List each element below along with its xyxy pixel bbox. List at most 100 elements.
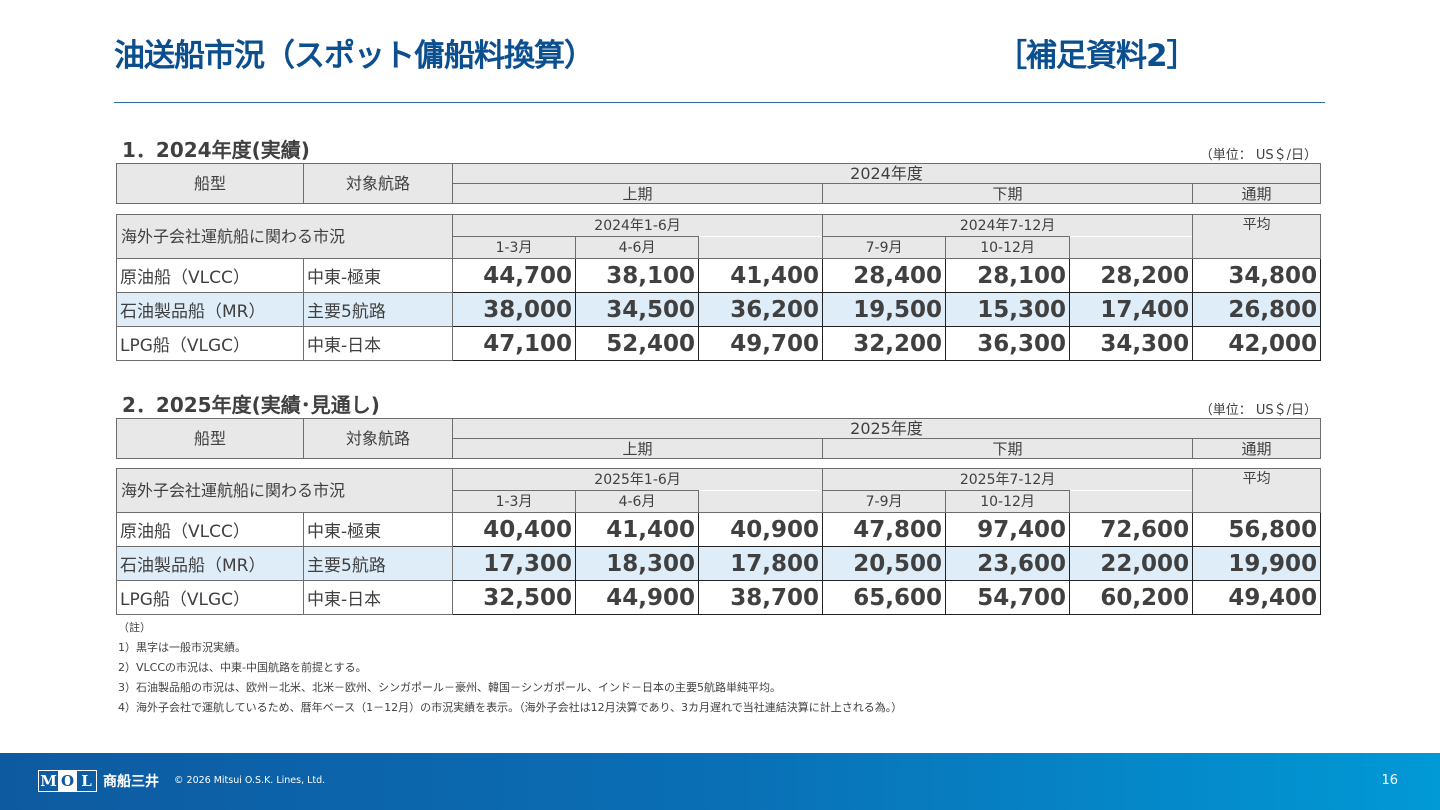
header-table-2025: 船型 対象航路 2025年度 上期 下期 通期 [116,418,1322,459]
value-q3: 65,600 [822,580,947,615]
ship-type-cell: 石油製品船（MR） [116,546,304,581]
value-average: 42,000 [1192,326,1322,361]
mol-logo-mark: M O L [38,770,97,792]
section-heading-2025: 2．2025年度(実績･見通し) [122,393,380,417]
value-q4: 36,300 [945,326,1071,361]
section-heading-2024: 1．2024年度(実績) [122,138,310,162]
ship-type-cell: LPG船（VLGC） [116,580,304,615]
value-q2: 34,500 [575,292,700,327]
value-q3: 20,500 [822,546,947,581]
value-q1: 17,300 [452,546,577,581]
route-cell: 主要5航路 [302,292,454,327]
col-header-second-half: 下期 [822,183,1193,204]
value-h1: 41,400 [698,258,824,293]
value-q4: 97,400 [945,512,1071,547]
unit-note-2024: （単位： US＄/日） [1199,148,1317,163]
ship-type-cell: 石油製品船（MR） [116,292,304,327]
data-table-2024: 海外子会社運航船に関わる市況 2024年1-6月 2024年7-12月 平均 1… [115,214,1322,361]
value-h2: 17,400 [1069,292,1194,327]
table-row: 石油製品船（MR） 主要5航路 17,300 18,300 17,800 20,… [116,546,1322,581]
value-h1: 38,700 [698,580,824,615]
value-q1: 40,400 [452,512,577,547]
value-q3: 28,400 [822,258,947,293]
h2-period-header: 2025年7-12月 [822,468,1194,491]
route-cell: 中東-極東 [302,512,454,547]
footnotes: （註） 1）黒字は一般市況実績。 2）VLCCの市況は、中東-中国航路を前提とす… [118,618,902,718]
table-row: 原油船（VLCC） 中東-極東 40,400 41,400 40,900 47,… [116,512,1322,547]
value-average: 49,400 [1192,580,1322,615]
value-q1: 38,000 [452,292,577,327]
value-q2: 44,900 [575,580,700,615]
page-title: 油送船市況（スポット傭船料換算） [114,38,595,74]
route-cell: 中東-日本 [302,580,454,615]
market-label: 海外子会社運航船に関わる市況 [115,468,454,513]
table-row: LPG船（VLGC） 中東-日本 32,500 44,900 38,700 65… [116,580,1322,615]
h2-blank [1069,236,1194,259]
value-q3: 47,800 [822,512,947,547]
logo-letter: O [58,771,77,791]
value-average: 56,800 [1192,512,1322,547]
value-h2: 72,600 [1069,512,1194,547]
logo-company-name: 商船三井 [103,774,159,790]
h1-period-header: 2024年1-6月 [452,214,824,237]
q1-header: 1-3月 [452,490,577,513]
title-divider [114,102,1325,103]
value-q2: 41,400 [575,512,700,547]
value-average: 34,800 [1192,258,1322,293]
col-header-second-half: 下期 [822,438,1193,459]
table-row: 原油船（VLCC） 中東-極東 44,700 38,100 41,400 28,… [116,258,1322,293]
h1-blank [698,490,824,513]
supplementary-tag: ［補足資料2］ [996,38,1198,74]
q2-header: 4-6月 [575,236,700,259]
col-header-ship-type: 船型 [116,163,304,204]
col-header-ship-type: 船型 [116,418,304,459]
col-header-fiscal-year: 2025年度 [451,418,1322,439]
value-q3: 32,200 [822,326,947,361]
route-cell: 主要5航路 [302,546,454,581]
value-q4: 54,700 [945,580,1071,615]
value-average: 26,800 [1192,292,1322,327]
logo-letter: L [81,772,92,790]
note-item: 3）石油製品船の市況は、欧州－北米、北米－欧州、シンガポール－豪州、韓国－シンガ… [118,681,781,694]
value-q2: 52,400 [575,326,700,361]
copyright-text: © 2026 Mitsui O.S.K. Lines, Ltd. [174,775,326,786]
value-q1: 32,500 [452,580,577,615]
value-h2: 22,000 [1069,546,1194,581]
value-q1: 47,100 [452,326,577,361]
col-header-full-year: 通期 [1191,438,1322,459]
h2-blank [1069,490,1194,513]
route-cell: 中東-極東 [302,258,454,293]
value-h2: 60,200 [1069,580,1194,615]
col-header-fiscal-year: 2024年度 [451,163,1322,184]
page-number: 16 [1381,773,1398,788]
average-header: 平均 [1192,468,1322,513]
value-q4: 15,300 [945,292,1071,327]
route-cell: 中東-日本 [302,326,454,361]
q3-header: 7-9月 [822,236,947,259]
table-row: 石油製品船（MR） 主要5航路 38,000 34,500 36,200 19,… [116,292,1322,327]
value-h1: 17,800 [698,546,824,581]
ship-type-cell: LPG船（VLGC） [116,326,304,361]
col-header-first-half: 上期 [452,438,823,459]
note-item: 4）海外子会社で運航しているため、暦年ベース（1－12月）の市況実績を表示。（海… [118,701,903,714]
notes-heading: （註） [118,621,151,634]
market-label: 海外子会社運航船に関わる市況 [115,214,454,259]
h1-blank [698,236,824,259]
value-q2: 18,300 [575,546,700,581]
note-item: 2）VLCCの市況は、中東-中国航路を前提とする。 [118,661,367,674]
value-h1: 49,700 [698,326,824,361]
q1-header: 1-3月 [452,236,577,259]
unit-note-2025: （単位： US＄/日） [1199,403,1317,418]
value-h2: 28,200 [1069,258,1194,293]
value-average: 19,900 [1192,546,1322,581]
value-q2: 38,100 [575,258,700,293]
q4-header: 10-12月 [945,490,1071,513]
average-header: 平均 [1192,214,1322,259]
col-header-full-year: 通期 [1191,183,1322,204]
q4-header: 10-12月 [945,236,1071,259]
col-header-route: 対象航路 [303,163,453,204]
footer-bar: M O L 商船三井 © 2026 Mitsui O.S.K. Lines, L… [0,753,1440,810]
value-h2: 34,300 [1069,326,1194,361]
note-item: 1）黒字は一般市況実績。 [118,641,246,654]
col-header-route: 対象航路 [303,418,453,459]
